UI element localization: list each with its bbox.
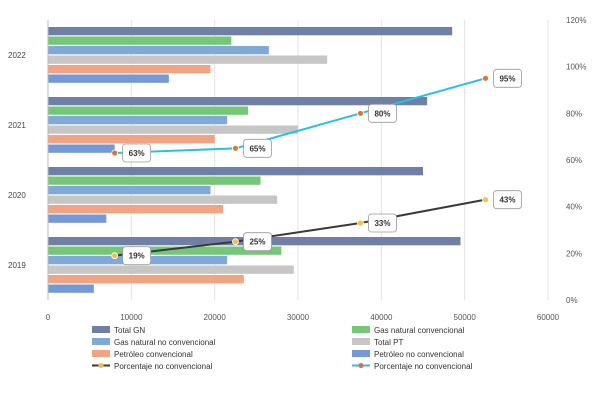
y2-tick-label: 80% (566, 109, 582, 118)
x-tick-label: 10000 (120, 313, 143, 322)
axes: 0 10000 20000 30000 40000 50000 60000 0% 20% 40% 6… (8, 16, 586, 322)
bar (48, 205, 223, 214)
data-label-box (368, 103, 397, 123)
bar (48, 214, 107, 223)
y2-tick-label: 60% (566, 156, 582, 165)
series-point (357, 109, 364, 117)
series-line (114, 198, 486, 257)
y2-tick-label: 100% (566, 63, 586, 72)
bar (48, 284, 94, 293)
x-tick-label: 40000 (370, 313, 393, 322)
bar (48, 27, 453, 36)
category-label: 2021 (8, 121, 26, 130)
bar (48, 167, 423, 176)
lines: 19% 25% 33% 43% 63% 65% 80% 95% (111, 68, 522, 266)
series-point (232, 144, 239, 152)
y2-tick-label: 40% (566, 203, 582, 212)
data-label-box (243, 138, 272, 158)
legend-swatch (352, 326, 370, 333)
series-point (111, 252, 119, 260)
bar (48, 176, 261, 185)
legend-swatch (352, 350, 370, 357)
bar (48, 186, 211, 195)
y2-tick-label: 0% (566, 296, 578, 305)
data-label: 43% (499, 196, 515, 205)
legend-label: Porcentaje no convencional (114, 362, 213, 371)
legend-marker (358, 362, 364, 369)
legend-label: Gas natural convencional (374, 326, 465, 335)
series-point (357, 219, 364, 227)
y2-tick-label: 120% (566, 16, 586, 25)
category-label: 2019 (8, 261, 26, 270)
data-label: 25% (249, 238, 265, 247)
bar (48, 144, 115, 153)
data-label: 63% (129, 149, 145, 158)
bar (48, 36, 232, 45)
bars (48, 27, 461, 293)
category-label: 2022 (8, 51, 26, 60)
data-label: 33% (374, 219, 390, 228)
series-point (482, 196, 489, 204)
data-label: 65% (249, 144, 265, 153)
data-label: 95% (499, 74, 515, 83)
legend-swatch (352, 338, 370, 345)
data-label-box (493, 68, 522, 88)
bar (48, 74, 169, 83)
legend-label: Gas natural no convencional (114, 338, 216, 347)
legend: Total GN Gas natural convencional Gas natu… (92, 326, 473, 371)
bar (48, 65, 211, 74)
data-label-box (243, 232, 272, 252)
data-label-box (493, 190, 522, 210)
legend-label: Total GN (114, 326, 145, 335)
category-label: 2020 (8, 191, 26, 200)
data-label-box (122, 246, 152, 266)
data-label: 19% (129, 252, 145, 261)
legend-label: Total PT (374, 338, 403, 347)
bar (48, 135, 215, 144)
series-line (114, 77, 486, 154)
series-point (111, 149, 119, 157)
bar (48, 106, 248, 115)
bar (48, 97, 428, 106)
bar (48, 46, 269, 55)
data-label-box (368, 213, 397, 233)
legend-label: Porcentaje no convencional (374, 362, 473, 371)
series-point (482, 74, 489, 82)
data-label-box (122, 143, 152, 163)
legend-swatch (92, 350, 110, 357)
data-label: 80% (374, 109, 390, 118)
x-tick-label: 30000 (287, 313, 310, 322)
bar (48, 116, 228, 125)
x-tick-label: 50000 (454, 313, 477, 322)
x-tick-label: 60000 (537, 313, 560, 322)
legend-swatch (92, 326, 110, 333)
x-tick-label: 0 (46, 313, 51, 322)
bar (48, 265, 294, 274)
series-point (232, 238, 239, 246)
bar (48, 275, 244, 284)
legend-label: Petróleo convencional (114, 350, 193, 359)
bar (48, 125, 298, 134)
legend-marker (98, 362, 104, 369)
y2-tick-label: 20% (566, 249, 582, 258)
bar (48, 195, 278, 204)
legend-label: Petróleo no convencional (374, 350, 464, 359)
x-tick-label: 20000 (204, 313, 227, 322)
legend-swatch (92, 338, 110, 345)
bar (48, 55, 328, 64)
